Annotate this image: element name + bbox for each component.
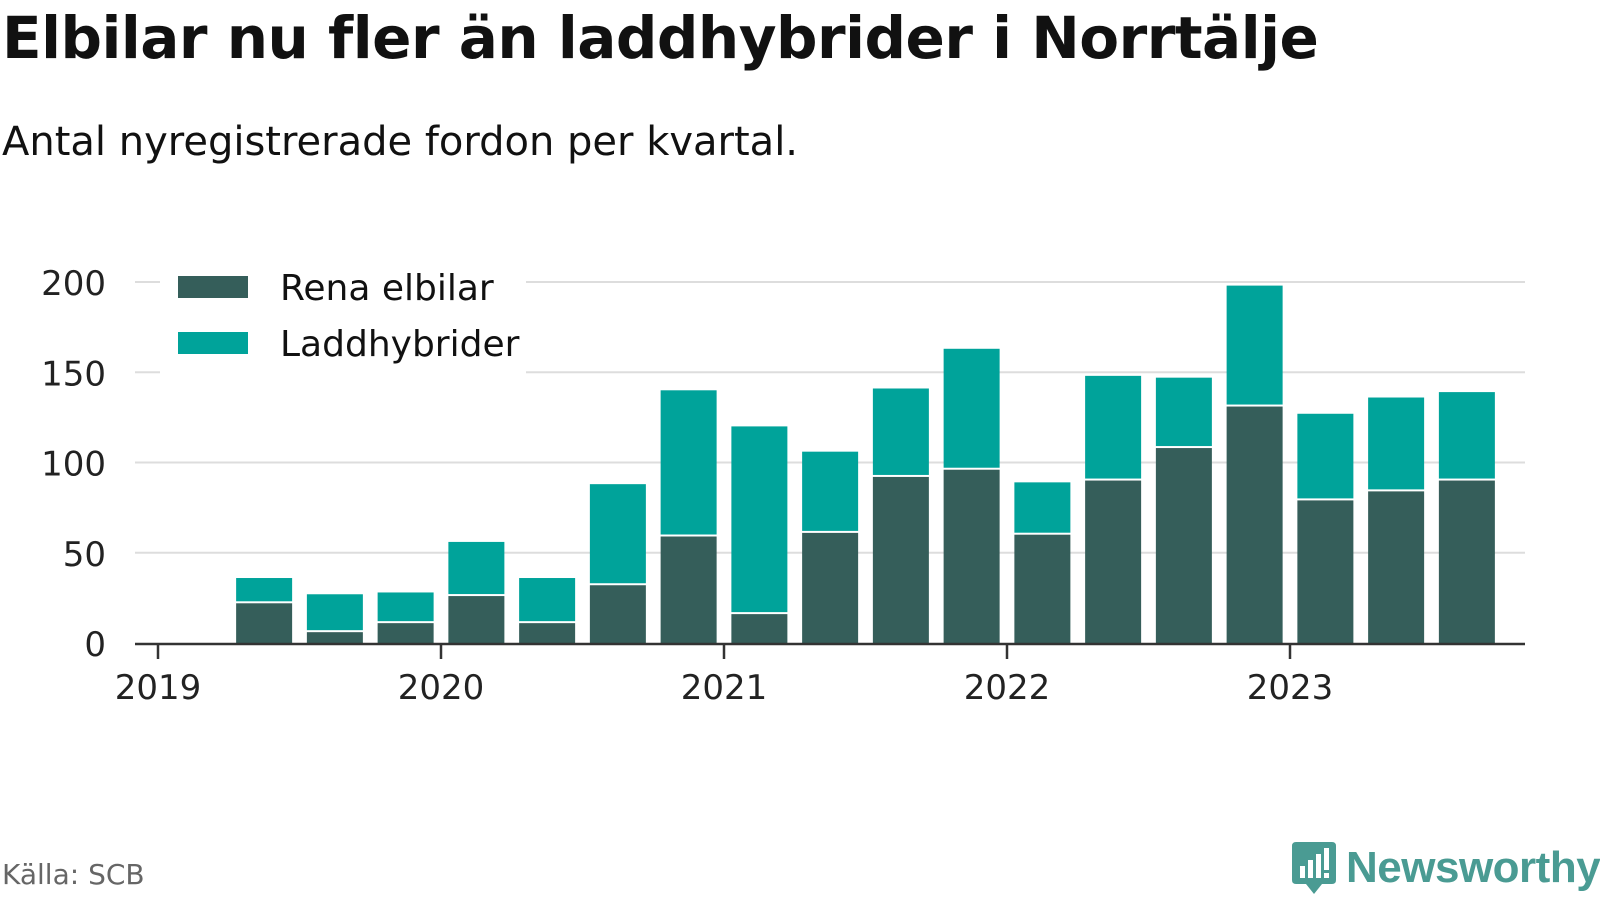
y-tick-label: 100 [41, 445, 106, 485]
bar-rena-elbilar [943, 469, 1000, 643]
bar-rena-elbilar [589, 585, 646, 643]
legend-swatch [178, 276, 248, 298]
bar-laddhybrider [660, 390, 717, 535]
y-tick-label: 150 [41, 354, 106, 394]
bar-rena-elbilar [1368, 491, 1425, 643]
x-tick-label: 2022 [964, 668, 1051, 708]
bar-rena-elbilar [1014, 534, 1071, 643]
bar-laddhybrider [377, 592, 434, 622]
bar-rena-elbilar [1226, 406, 1283, 643]
legend-label: Rena elbilar [280, 268, 494, 309]
bar-rena-elbilar [802, 532, 859, 643]
y-tick-label: 0 [84, 625, 106, 665]
bar-rena-elbilar [1085, 480, 1142, 643]
bar-rena-elbilar [519, 623, 576, 643]
bar-laddhybrider [519, 578, 576, 622]
bar-laddhybrider [236, 578, 293, 602]
bar-rena-elbilar [377, 623, 434, 643]
legend-label: Laddhybrider [280, 324, 520, 365]
bar-laddhybrider [1014, 482, 1071, 533]
bar-laddhybrider [1085, 375, 1142, 479]
bar-laddhybrider [448, 541, 505, 595]
bar-rena-elbilar [1297, 500, 1354, 643]
x-tick-label: 2021 [681, 668, 768, 708]
bar-laddhybrider [1438, 392, 1495, 479]
bar-rena-elbilar [731, 614, 788, 643]
bar-laddhybrider [589, 484, 646, 584]
bar-laddhybrider [802, 451, 859, 531]
x-tick-label: 2023 [1247, 668, 1334, 708]
legend-swatch [178, 332, 248, 354]
bar-rena-elbilar [872, 476, 929, 643]
stacked-bar-chart: 0 50 100 150 200 2019 2020 2021 2022 2023 Rena elb… [41, 264, 1525, 708]
newsworthy-logo-icon [1292, 842, 1336, 894]
bar-laddhybrider [306, 594, 363, 631]
y-tick-label: 200 [41, 264, 106, 304]
chart-subtitle: Antal nyregistrerade fordon per kvartal. [2, 119, 799, 165]
bar-laddhybrider [1155, 377, 1212, 447]
bar-laddhybrider [943, 348, 1000, 468]
x-tick-label: 2020 [398, 668, 485, 708]
bar-rena-elbilar [448, 596, 505, 643]
bar-rena-elbilar [1155, 448, 1212, 643]
bar-rena-elbilar [306, 632, 363, 643]
x-tick-label: 2019 [115, 668, 202, 708]
bar-rena-elbilar [660, 536, 717, 643]
bar-laddhybrider [1226, 285, 1283, 405]
bar-rena-elbilar [236, 603, 293, 643]
y-tick-label: 50 [63, 535, 106, 575]
bar-laddhybrider [872, 388, 929, 475]
source-note: Källa: SCB [2, 858, 145, 891]
bar-laddhybrider [731, 426, 788, 613]
brand-logo: Newsworthy [1290, 840, 1600, 896]
bar-laddhybrider [1297, 413, 1354, 499]
bar-rena-elbilar [1438, 480, 1495, 643]
bar-laddhybrider [1368, 397, 1425, 490]
chart-title: Elbilar nu fler än laddhybrider i Norrtä… [2, 4, 1319, 72]
brand-name: Newsworthy [1346, 843, 1600, 892]
